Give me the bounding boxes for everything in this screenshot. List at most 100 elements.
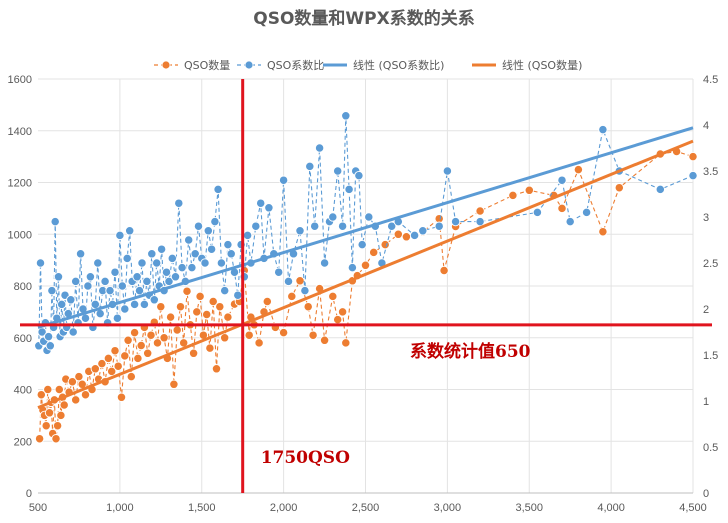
data-point-qso: [133, 353, 143, 364]
data-point-qso: [107, 366, 117, 377]
data-point-ratio: [35, 258, 46, 268]
data-point-ratio: [387, 221, 397, 231]
y-left-tick-label: 1400: [8, 126, 32, 138]
legend-label: QSO数量: [184, 59, 230, 72]
data-point-ratio: [274, 267, 284, 277]
legend-item: 线性 (QSO数量): [472, 58, 582, 72]
data-point-ratio: [357, 239, 367, 250]
data-point-ratio: [164, 276, 174, 287]
data-point-qso: [116, 392, 127, 402]
data-point-qso: [71, 395, 81, 405]
data-point-qso: [165, 312, 176, 322]
data-point-ratio: [117, 281, 127, 291]
data-point-ratio: [251, 221, 261, 231]
data-point-ratio: [475, 216, 485, 227]
data-point-ratio: [190, 249, 200, 259]
data-point-qso: [74, 371, 84, 382]
data-point-ratio: [122, 253, 132, 264]
data-point-ratio: [256, 198, 266, 208]
data-point-ratio: [68, 327, 78, 337]
data-point-qso: [557, 203, 567, 214]
data-point-qso: [328, 291, 338, 302]
data-point-ratio: [170, 272, 181, 282]
data-point-qso: [223, 312, 233, 322]
y-right-tick-label: 2.5: [703, 258, 718, 270]
data-point-ratio: [319, 258, 330, 268]
y-left-tick-label: 0: [26, 488, 32, 500]
data-point-ratio: [132, 272, 142, 282]
data-point-qso: [308, 330, 318, 340]
data-point-ratio: [83, 281, 93, 291]
y-right-tick-label: 4.5: [703, 74, 718, 86]
x-tick-label: 500: [29, 502, 47, 514]
data-point-qso: [103, 353, 114, 364]
data-point-ratio: [333, 166, 343, 176]
legend-item: QSO数量: [154, 59, 230, 72]
axis-tick-labels: 500 1,000 1,500 2,000 2,500 3,000 3,500 4,000 4,…: [8, 74, 719, 514]
data-point-ratio: [337, 221, 348, 231]
data-point-qso: [524, 185, 534, 195]
data-point-qso: [195, 291, 205, 302]
reference-label-vertical: 1750QSO: [261, 448, 350, 468]
data-point-ratio: [213, 184, 223, 195]
data-point-ratio: [152, 258, 162, 268]
data-point-qso: [54, 384, 64, 395]
data-point-ratio: [409, 230, 420, 241]
data-point-ratio: [156, 244, 167, 254]
data-point-qso: [598, 227, 608, 237]
data-point-qso: [202, 309, 212, 320]
data-point-qso: [369, 247, 379, 258]
legend-item: QSO系数比: [237, 59, 324, 72]
y-left-tick-label: 800: [14, 281, 32, 293]
data-point-qso: [172, 325, 182, 335]
data-point-qso: [341, 338, 351, 348]
data-point-ratio: [142, 276, 152, 287]
y-left-tick-label: 1600: [8, 74, 32, 86]
data-point-qso: [254, 338, 264, 348]
data-point-ratio: [161, 267, 172, 277]
y-right-tick-label: 1.5: [703, 350, 718, 362]
data-point-ratio: [47, 285, 57, 296]
data-point-ratio: [53, 272, 64, 282]
data-point-ratio: [139, 299, 150, 310]
chart-title: QSO数量和WPX系数的关系: [253, 8, 474, 29]
y-right-tick-label: 2: [703, 304, 709, 316]
gridlines: [38, 78, 694, 494]
legend-label: QSO系数比: [267, 59, 324, 72]
data-point-qso: [401, 232, 412, 242]
data-point-qso: [59, 400, 69, 410]
data-point-ratio: [364, 212, 374, 222]
data-point-ratio: [233, 290, 243, 300]
data-point-ratio: [418, 226, 428, 236]
data-point-qso: [393, 229, 403, 239]
data-point-qso: [287, 291, 297, 302]
data-point-ratio: [71, 276, 81, 287]
data-point-qso: [475, 206, 485, 216]
data-point-ratio: [655, 184, 665, 195]
data-point-ratio: [226, 249, 236, 259]
data-point-ratio: [93, 258, 103, 268]
y-left-tick-label: 1200: [8, 178, 32, 190]
data-point-qso: [188, 348, 199, 358]
y-left-tick-label: 400: [14, 385, 32, 397]
trendline-ratio: [37, 126, 694, 329]
data-point-ratio: [347, 262, 358, 273]
data-point-qso: [146, 330, 156, 340]
data-point-ratio: [105, 285, 115, 296]
data-point-ratio: [147, 249, 157, 259]
data-point-ratio: [295, 226, 305, 236]
data-point-ratio: [314, 143, 325, 153]
data-point-qso: [152, 338, 163, 348]
data-point-ratio: [264, 203, 274, 213]
data-point-ratio: [167, 253, 177, 264]
reference-label-horizontal: 系数统计值650: [410, 341, 531, 362]
data-point-ratio: [223, 239, 233, 250]
trendline-qso: [37, 139, 694, 410]
data-point-qso: [175, 302, 186, 312]
data-point-ratio: [598, 124, 608, 135]
data-point-ratio: [242, 230, 253, 241]
data-point-qso: [319, 335, 330, 345]
data-point-ratio: [37, 327, 47, 337]
data-point-ratio: [66, 295, 76, 305]
